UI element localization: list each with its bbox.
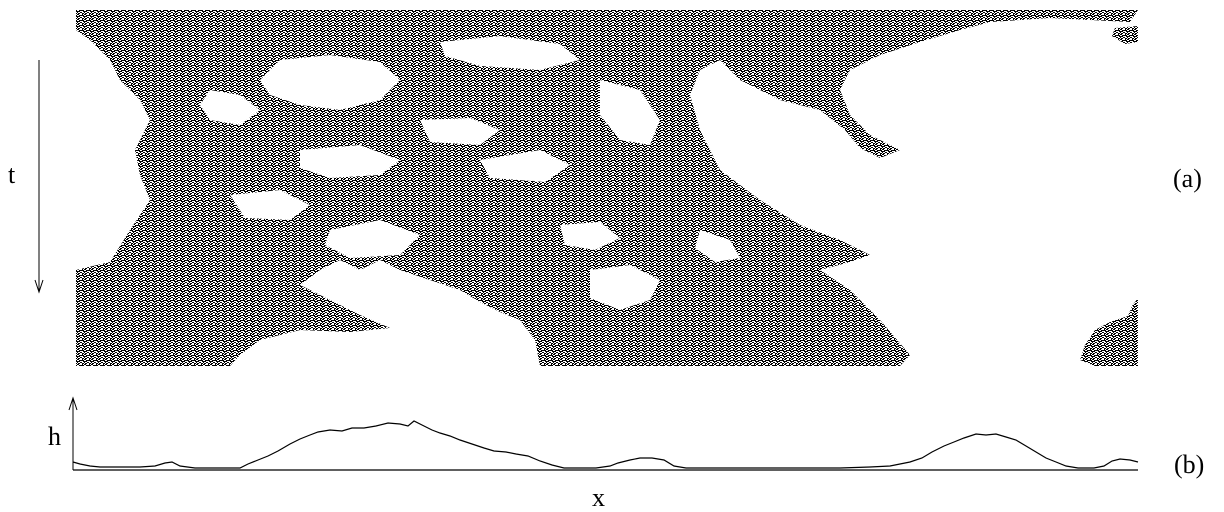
active-region-right-patch — [1080, 26, 1138, 366]
spacetime-panel — [76, 10, 1138, 366]
space-axis-label: x — [592, 483, 605, 512]
panel-a-label: (a) — [1173, 164, 1202, 193]
active-region-main-cluster — [76, 10, 1138, 366]
inactive-gaps — [200, 36, 740, 310]
panel-b-label: (b) — [1174, 450, 1205, 479]
time-axis-label: t — [8, 160, 16, 189]
height-profile-panel — [68, 396, 1139, 471]
time-arrow — [34, 60, 44, 294]
height-axis-label: h — [48, 422, 61, 451]
height-profile-curve — [72, 420, 1139, 469]
